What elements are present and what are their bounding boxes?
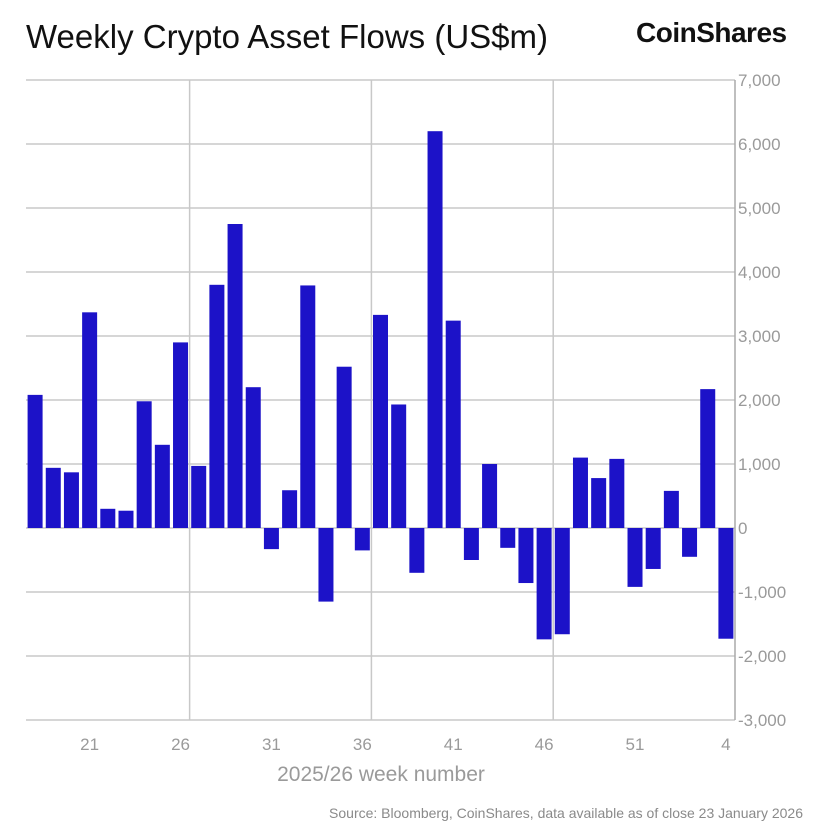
bar-week-22: [100, 508, 116, 528]
bar-week-24: [136, 401, 152, 528]
y-tick-label: 7,000: [738, 71, 781, 90]
bar-week-40: [427, 131, 443, 528]
bar-week-46: [536, 528, 552, 640]
bar-week-20: [63, 472, 79, 528]
x-tick-label: 31: [262, 735, 281, 754]
chart-title: Weekly Crypto Asset Flows (US$m): [26, 18, 549, 55]
y-tick-label: -1,000: [738, 583, 786, 602]
bar-week-21: [82, 312, 98, 528]
bar-week-26: [173, 342, 189, 528]
bar-week-51: [627, 528, 643, 587]
bar-week-33: [300, 285, 316, 528]
x-tick-label: 51: [626, 735, 645, 754]
bar-week-50: [609, 458, 625, 528]
bar-week-27: [191, 465, 207, 528]
y-tick-label: -2,000: [738, 647, 786, 666]
bar-week-39: [409, 528, 425, 573]
coinshares-logo: CoinShares: [636, 17, 787, 48]
bar-week-43: [482, 464, 498, 528]
x-tick-label: 4: [721, 735, 730, 754]
bar-week-2: [682, 528, 698, 557]
y-tick-label: 5,000: [738, 199, 781, 218]
bar-week-1: [663, 490, 679, 528]
bar-week-19: [45, 467, 61, 528]
x-tick-label: 21: [80, 735, 99, 754]
y-tick-label: 2,000: [738, 391, 781, 410]
y-tick-label: 1,000: [738, 455, 781, 474]
y-tick-label: -3,000: [738, 711, 786, 730]
y-tick-label: 3,000: [738, 327, 781, 346]
bar-week-48: [572, 457, 588, 528]
y-tick-label: 6,000: [738, 135, 781, 154]
bar-week-34: [318, 528, 334, 602]
bar-week-31: [263, 528, 279, 550]
bar-week-44: [500, 528, 516, 548]
bar-week-28: [209, 284, 225, 528]
bar-week-49: [591, 478, 607, 528]
bar-week-38: [391, 404, 407, 528]
bar-week-37: [373, 314, 388, 528]
x-tick-label: 41: [444, 735, 463, 754]
bar-week-25: [154, 444, 170, 528]
bar-week-47: [554, 528, 570, 635]
y-tick-label: 4,000: [738, 263, 781, 282]
bar-week-35: [336, 366, 352, 528]
bar-week-45: [518, 528, 534, 584]
bar-week-32: [282, 490, 298, 528]
source-note: Source: Bloomberg, CoinShares, data avai…: [329, 805, 803, 821]
bar-week-18: [27, 394, 43, 528]
x-tick-label: 26: [171, 735, 190, 754]
bar-week-4: [718, 528, 734, 639]
bar-week-52: [645, 528, 661, 569]
bar-week-3: [700, 389, 716, 528]
bar-week-42: [463, 528, 479, 560]
x-tick-label: 46: [535, 735, 554, 754]
bar-week-29: [227, 224, 243, 528]
x-axis-label: 2025/26 week number: [277, 763, 485, 786]
bar-week-41: [445, 320, 461, 528]
bar-week-36: [354, 528, 370, 551]
y-tick-label: 0: [738, 519, 747, 538]
x-tick-label: 36: [353, 735, 372, 754]
bar-week-30: [245, 387, 261, 528]
bar-week-23: [118, 510, 134, 528]
